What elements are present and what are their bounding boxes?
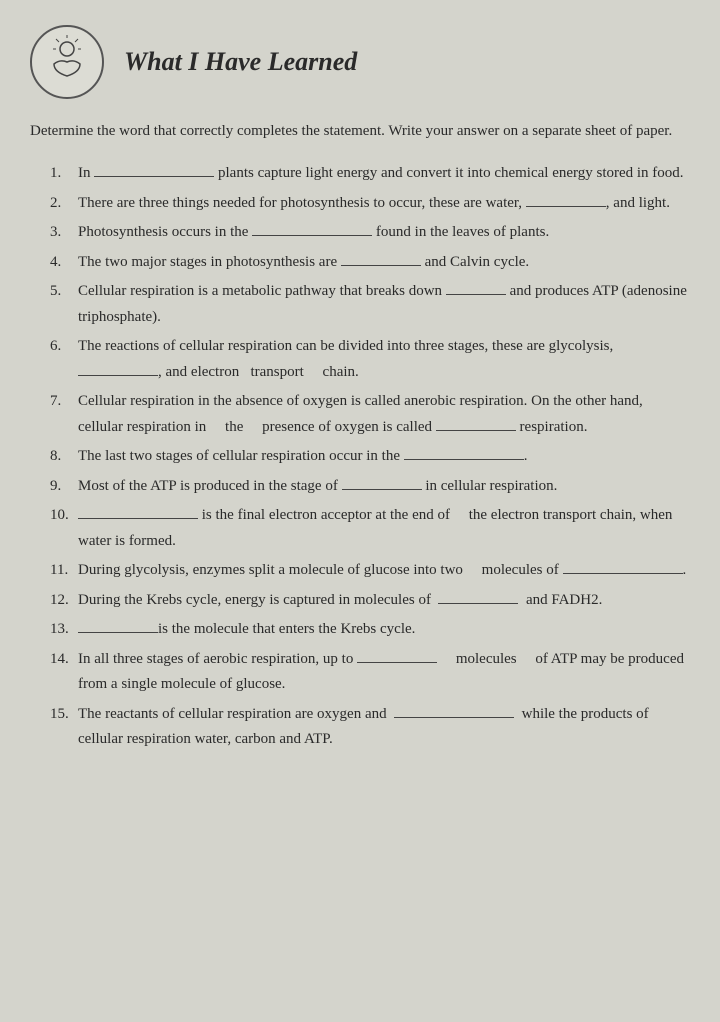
question-item: 3.Photosynthesis occurs in the found in …	[50, 220, 690, 246]
question-number: 11.	[50, 558, 78, 584]
question-text: is the molecule that enters the Krebs cy…	[78, 617, 690, 643]
question-item: 1.In plants capture light energy and con…	[50, 161, 690, 187]
questions-list: 1.In plants capture light energy and con…	[30, 161, 690, 753]
question-item: 6.The reactions of cellular respiration …	[50, 334, 690, 385]
fill-blank[interactable]	[404, 445, 524, 460]
question-text: Most of the ATP is produced in the stage…	[78, 474, 690, 500]
lightbulb-hand-icon	[42, 34, 92, 90]
question-number: 12.	[50, 588, 78, 614]
question-text: There are three things needed for photos…	[78, 191, 690, 217]
fill-blank[interactable]	[394, 703, 514, 718]
question-number: 15.	[50, 702, 78, 753]
question-item: 5.Cellular respiration is a metabolic pa…	[50, 279, 690, 330]
fill-blank[interactable]	[563, 559, 683, 574]
fill-blank[interactable]	[438, 589, 518, 604]
fill-blank[interactable]	[252, 221, 372, 236]
question-text: During glycolysis, enzymes split a molec…	[78, 558, 690, 584]
question-number: 1.	[50, 161, 78, 187]
question-number: 9.	[50, 474, 78, 500]
fill-blank[interactable]	[94, 162, 214, 177]
question-item: 15.The reactants of cellular respiration…	[50, 702, 690, 753]
question-text: Photosynthesis occurs in the found in th…	[78, 220, 690, 246]
fill-blank[interactable]	[526, 192, 606, 207]
question-number: 3.	[50, 220, 78, 246]
fill-blank[interactable]	[436, 416, 516, 431]
fill-blank[interactable]	[357, 648, 437, 663]
question-number: 2.	[50, 191, 78, 217]
question-text: In plants capture light energy and conve…	[78, 161, 690, 187]
instructions-text: Determine the word that correctly comple…	[30, 119, 690, 143]
question-item: 8.The last two stages of cellular respir…	[50, 444, 690, 470]
question-number: 8.	[50, 444, 78, 470]
question-number: 10.	[50, 503, 78, 554]
question-text: Cellular respiration is a metabolic path…	[78, 279, 690, 330]
question-number: 13.	[50, 617, 78, 643]
question-item: 2.There are three things needed for phot…	[50, 191, 690, 217]
question-item: 9.Most of the ATP is produced in the sta…	[50, 474, 690, 500]
question-item: 4.The two major stages in photosynthesis…	[50, 250, 690, 276]
worksheet-page: What I Have Learned Determine the word t…	[0, 0, 720, 1022]
question-item: 13.is the molecule that enters the Krebs…	[50, 617, 690, 643]
question-text: The two major stages in photosynthesis a…	[78, 250, 690, 276]
fill-blank[interactable]	[446, 280, 506, 295]
question-text: The reactions of cellular respiration ca…	[78, 334, 690, 385]
question-text: During the Krebs cycle, energy is captur…	[78, 588, 690, 614]
question-text: is the final electron acceptor at the en…	[78, 503, 690, 554]
question-text: Cellular respiration in the absence of o…	[78, 389, 690, 440]
question-item: 7.Cellular respiration in the absence of…	[50, 389, 690, 440]
header-icon-circle	[30, 25, 104, 99]
question-item: 12.During the Krebs cycle, energy is cap…	[50, 588, 690, 614]
question-text: The last two stages of cellular respirat…	[78, 444, 690, 470]
question-number: 7.	[50, 389, 78, 440]
fill-blank[interactable]	[342, 475, 422, 490]
question-item: 10. is the final electron acceptor at th…	[50, 503, 690, 554]
page-title: What I Have Learned	[124, 47, 357, 77]
fill-blank[interactable]	[78, 361, 158, 376]
fill-blank[interactable]	[78, 504, 198, 519]
question-text: In all three stages of aerobic respirati…	[78, 647, 690, 698]
question-item: 11.During glycolysis, enzymes split a mo…	[50, 558, 690, 584]
fill-blank[interactable]	[341, 251, 421, 266]
question-item: 14.In all three stages of aerobic respir…	[50, 647, 690, 698]
fill-blank[interactable]	[78, 618, 158, 633]
header: What I Have Learned	[30, 25, 690, 99]
question-number: 4.	[50, 250, 78, 276]
question-number: 14.	[50, 647, 78, 698]
question-number: 6.	[50, 334, 78, 385]
question-text: The reactants of cellular respiration ar…	[78, 702, 690, 753]
question-number: 5.	[50, 279, 78, 330]
